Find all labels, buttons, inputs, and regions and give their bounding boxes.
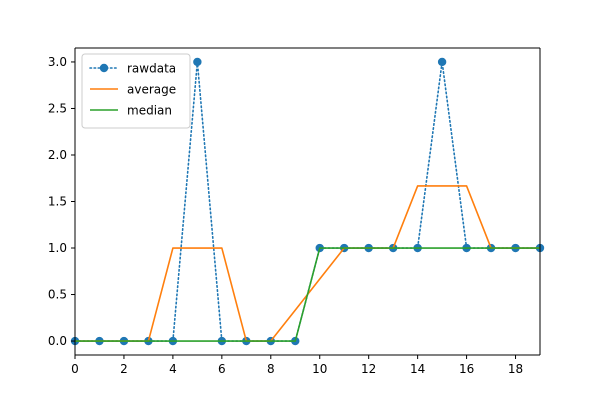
- y-tick-label: 2.0: [48, 148, 67, 162]
- x-tick-label: 16: [459, 362, 474, 376]
- axes-layer: 0 2 4 6 8 10 12 14 16 18 0.0 0.5 1.0 1.5 2.0 2.5 3.0: [48, 47, 541, 376]
- y-tick-label: 0.5: [48, 288, 67, 302]
- x-tick-label: 2: [120, 362, 128, 376]
- legend-label: median: [127, 104, 172, 118]
- series-line-average: [75, 185, 540, 342]
- x-tick-label: 0: [71, 362, 79, 376]
- data-point-rawdata: [437, 57, 447, 67]
- y-tick-label: 2.5: [48, 101, 67, 115]
- x-tick-label: 18: [508, 362, 523, 376]
- x-tick-label: 6: [218, 362, 226, 376]
- legend-label: rawdata: [127, 62, 176, 76]
- series-average: [75, 185, 540, 342]
- y-tick-label: 1.0: [48, 241, 67, 255]
- y-tick-label: 0.0: [48, 334, 67, 348]
- legend-entry-average: average: [90, 83, 176, 97]
- series-median: [75, 247, 540, 342]
- data-point-rawdata: [193, 57, 202, 67]
- x-tick-label: 12: [361, 362, 376, 376]
- x-tick-label: 10: [312, 362, 327, 376]
- series-layer: [70, 57, 545, 346]
- legend-label: average: [127, 83, 176, 97]
- legend-marker-rawdata: [99, 63, 109, 73]
- x-tick-label: 8: [267, 362, 275, 376]
- x-tick-label: 4: [169, 362, 177, 376]
- legend-entry-median: median: [90, 104, 172, 118]
- series-line-median: [75, 247, 540, 342]
- legend: rawdata average median: [81, 53, 191, 129]
- y-tick-label: 1.5: [48, 195, 67, 209]
- y-tick-label: 3.0: [48, 55, 67, 69]
- legend-entry-rawdata: rawdata: [89, 62, 176, 76]
- x-tick-label: 14: [410, 362, 425, 376]
